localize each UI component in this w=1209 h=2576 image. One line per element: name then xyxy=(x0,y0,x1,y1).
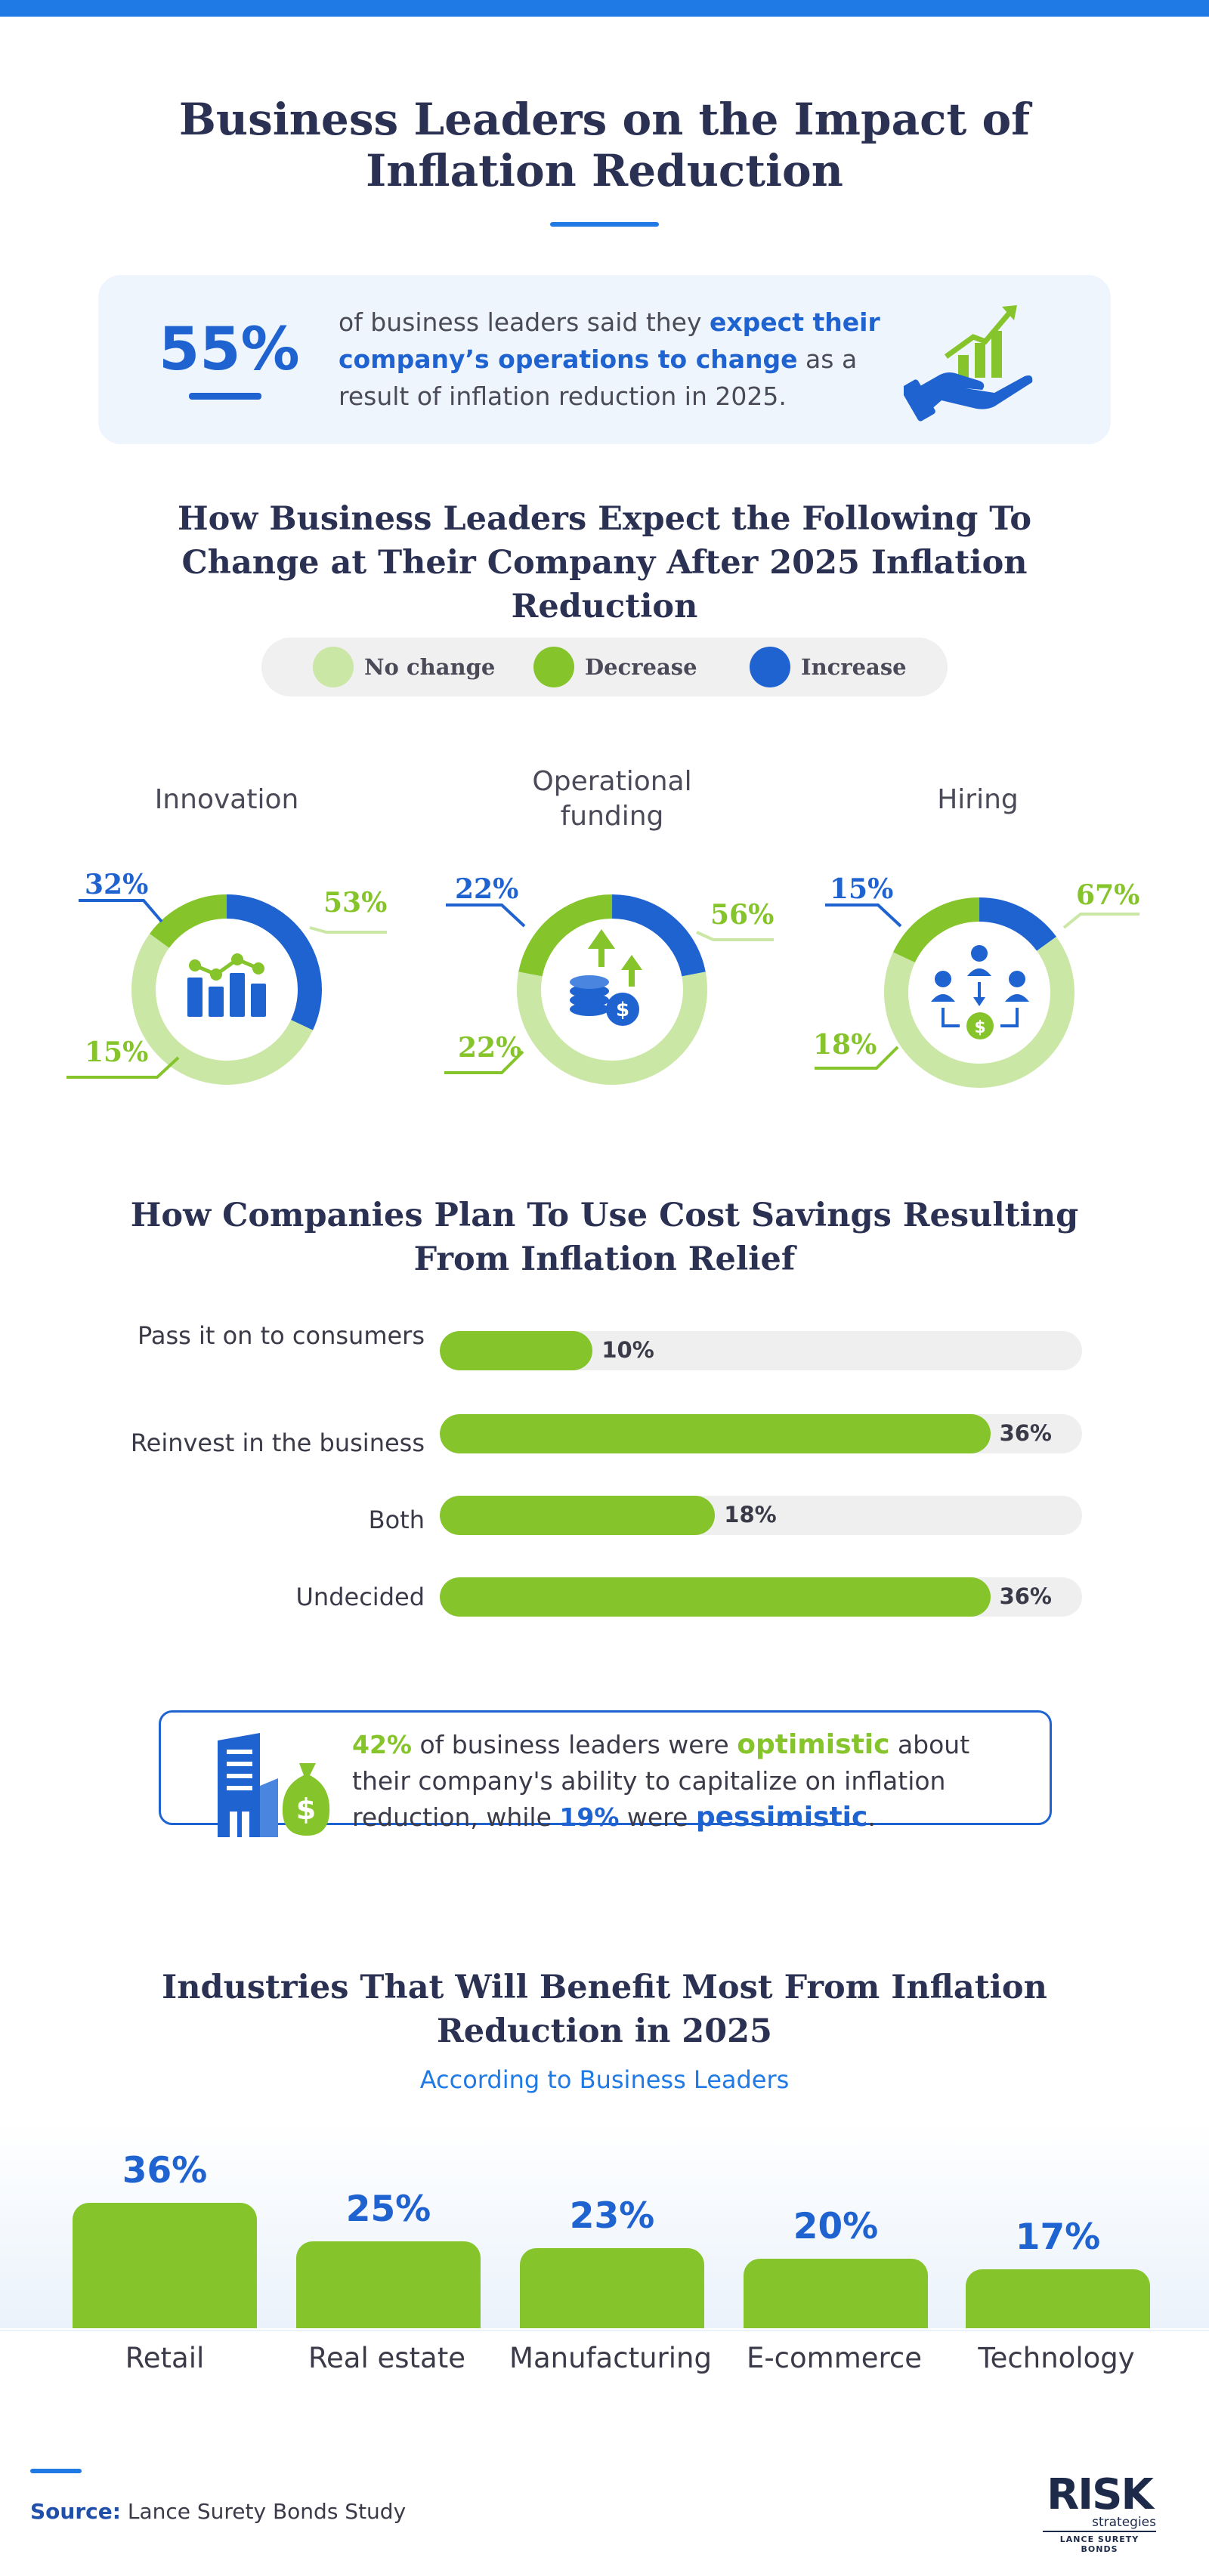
industry-value-label: 17% xyxy=(1015,2216,1101,2258)
industry-label: Real estate xyxy=(308,2342,466,2374)
svg-text:$: $ xyxy=(616,999,629,1021)
bar-label: Pass it on to consumers xyxy=(137,1321,425,1350)
legend-swatch-no-change xyxy=(313,647,354,687)
bar-track xyxy=(440,1577,1082,1617)
legend-swatch-increase xyxy=(750,647,790,687)
funding-increase-label: 22% xyxy=(455,873,519,905)
bar-track xyxy=(440,1414,1082,1453)
legend-item-decrease: Decrease xyxy=(533,647,697,687)
top-accent-bar xyxy=(0,0,1209,17)
innovation-decrease-label: 15% xyxy=(85,1036,149,1068)
innovation-increase-label: 32% xyxy=(85,869,149,900)
industry-bar xyxy=(73,2203,257,2328)
industries-subtitle: According to Business Leaders xyxy=(419,2065,790,2094)
bar-value-label: 36% xyxy=(999,1583,1052,1609)
industry-value-label: 36% xyxy=(122,2150,208,2192)
key-stat-underline xyxy=(189,393,261,400)
donut-charts: $ $ xyxy=(66,894,1139,1088)
bar-fill xyxy=(440,1577,991,1617)
bar-value-label: 10% xyxy=(601,1337,654,1363)
bar-fill xyxy=(440,1331,593,1370)
key-stat-percent: 55% xyxy=(159,316,300,384)
donut-slice-no-change xyxy=(517,894,707,1085)
bar-fill xyxy=(440,1414,991,1453)
funding-no-change-label: 56% xyxy=(710,899,775,931)
team-payroll-icon: $ xyxy=(931,945,1029,1039)
industry-label: Manufacturing xyxy=(509,2342,712,2374)
donut-operational-funding xyxy=(517,894,707,1085)
funding-decrease-label: 22% xyxy=(458,1032,522,1064)
bar-track xyxy=(440,1496,1082,1535)
donut-innovation xyxy=(131,894,322,1085)
cost-savings-title: How Companies Plan To Use Cost Savings R… xyxy=(130,1197,1079,1278)
donut-slice-decrease xyxy=(517,894,707,1085)
donut-hiring xyxy=(883,897,1074,1088)
key-stat-card xyxy=(98,275,1111,444)
bar-value-label: 36% xyxy=(999,1420,1052,1446)
growth-chart-hand-icon xyxy=(904,305,1033,422)
source-note: Source: Lance Surety Bonds Study xyxy=(30,2499,407,2524)
donut-title-innovation: Innovation xyxy=(154,784,299,815)
bar-label: Undecided xyxy=(295,1583,425,1611)
donut-title-hiring: Hiring xyxy=(937,784,1019,815)
industry-bar xyxy=(520,2248,704,2328)
innovation-no-change-label: 53% xyxy=(323,887,388,919)
bar-value-label: 18% xyxy=(724,1502,777,1527)
bar-fill xyxy=(440,1496,716,1535)
industry-bar xyxy=(966,2269,1150,2328)
bar-label: Both xyxy=(368,1506,425,1534)
donut-slice-decrease xyxy=(131,894,322,1085)
industry-bar xyxy=(296,2241,481,2328)
risk-strategies-logo: RISK strategies LANCE SURETY BONDS xyxy=(1043,2474,1156,2554)
industry-value-label: 25% xyxy=(345,2188,431,2230)
industry-value-label: 23% xyxy=(569,2195,655,2238)
svg-text:$: $ xyxy=(296,1793,316,1826)
callout-lines xyxy=(66,899,1139,1079)
key-stat-text: of business leaders said they expect the… xyxy=(339,307,880,411)
industries-title: Industries That Will Benefit Most From I… xyxy=(162,1969,1047,2050)
svg-text:$: $ xyxy=(974,1018,985,1037)
bar-track xyxy=(440,1331,1082,1370)
legend: No change Decrease Increase xyxy=(261,638,948,697)
analytics-chart-icon xyxy=(187,953,266,1017)
title-underline xyxy=(550,222,659,227)
hiring-increase-label: 15% xyxy=(830,873,894,905)
donut-title-operational-funding: Operational funding xyxy=(532,766,692,832)
hiring-no-change-label: 67% xyxy=(1076,879,1140,911)
building-money-bag-icon: $ xyxy=(218,1733,330,1837)
legend-item-increase: Increase xyxy=(750,647,907,687)
legend-label: Increase xyxy=(801,654,907,680)
legend-swatch-decrease xyxy=(533,647,574,687)
page-title: Business Leaders on the Impact of Inflat… xyxy=(178,94,1031,196)
industry-label: E-commerce xyxy=(746,2342,923,2374)
donuts-section-title: How Business Leaders Expect the Followin… xyxy=(177,500,1032,625)
legend-item-no-change: No change xyxy=(313,647,496,687)
source-accent-line xyxy=(30,2469,82,2473)
bar-label: Reinvest in the business xyxy=(130,1429,425,1457)
industry-label: Retail xyxy=(125,2342,205,2374)
industry-label: Technology xyxy=(978,2342,1135,2374)
industries-baseline xyxy=(0,2328,1209,2330)
legend-label: Decrease xyxy=(585,654,697,680)
hiring-decrease-label: 18% xyxy=(813,1029,877,1061)
industry-value-label: 20% xyxy=(793,2206,879,2247)
legend-label: No change xyxy=(364,654,496,680)
money-growth-icon: $ xyxy=(570,929,642,1026)
optimism-text: 42% of business leaders were optimistic … xyxy=(352,1729,970,1833)
industry-bar xyxy=(744,2259,928,2328)
